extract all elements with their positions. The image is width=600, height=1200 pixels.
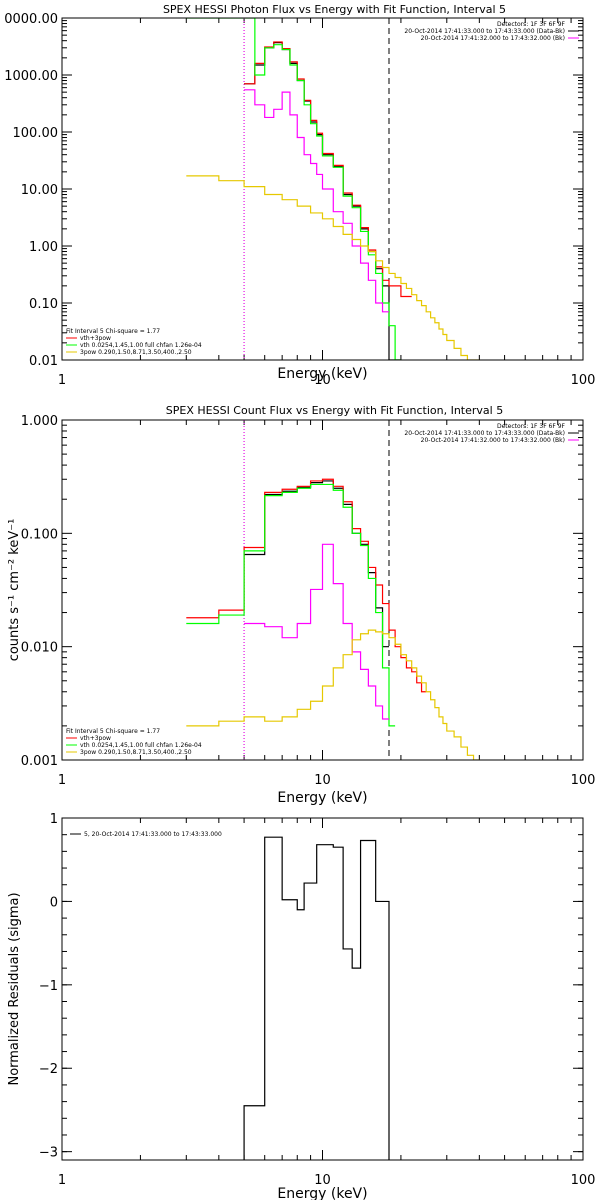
series-group [186, 18, 480, 360]
x-tick-label: 1 [58, 1173, 66, 1188]
x-axis-label: Energy (keV) [277, 1186, 367, 1200]
y-tick-label: 1000.00 [4, 69, 58, 84]
y-tick-label: −2 [39, 1062, 58, 1077]
y-tick-label: 0.010 [21, 641, 58, 656]
y-axis-label: Normalized Residuals (sigma) [7, 892, 22, 1085]
series-line-1 [244, 480, 389, 648]
y-tick-label: 10.00 [21, 183, 58, 198]
series-line-1 [244, 42, 401, 360]
x-tick-label: 10 [314, 373, 331, 388]
x-tick-label: 1 [58, 373, 66, 388]
x-tick-label: 10 [314, 773, 331, 788]
y-tick-label: 0.001 [21, 754, 58, 769]
series-line-4 [244, 89, 389, 313]
y-tick-label: 1.00 [29, 240, 58, 255]
x-axis-label: Energy (keV) [277, 366, 367, 382]
y-tick-label: 100.00 [13, 126, 59, 141]
series-group [243, 836, 390, 1160]
series-line-4 [244, 543, 389, 720]
plot-frame [61, 419, 584, 761]
chart-title: SPEX HESSI Count Flux vs Energy with Fit… [166, 404, 503, 417]
chart-panel-1: SPEX HESSI Photon Flux vs Energy with Fi… [4, 3, 595, 388]
y-axis-label: counts s⁻¹ cm⁻² keV⁻¹ [7, 519, 22, 662]
legend-top-right-entry: Detectors: 1F 3F 6F 9F [497, 423, 566, 430]
series-line-1 [243, 836, 390, 1160]
legend-top-right-entry: 20-Oct-2014 17:41:32.000 to 17:43:32.000… [421, 35, 565, 42]
y-tick-label: −1 [39, 979, 58, 994]
legend-top-right-entry: 20-Oct-2014 17:41:33.000 to 17:43:33.000… [404, 430, 565, 437]
legend-bottom-left-entry: Fit Interval 5 Chi-square = 1.77 [66, 328, 160, 335]
y-tick-label: 1 [50, 812, 58, 827]
legend-top-right-entry: 20-Oct-2014 17:41:32.000 to 17:43:32.000… [421, 437, 565, 444]
plot-frame [61, 17, 584, 361]
chart-title: SPEX HESSI Photon Flux vs Energy with Fi… [163, 3, 506, 16]
legend-top-right-entry: Detectors: 1F 3F 6F 9F [497, 21, 566, 28]
series-line-5 [186, 175, 480, 360]
legend-bottom-left-entry: Fit Interval 5 Chi-square = 1.77 [66, 728, 160, 735]
series-line-3 [186, 18, 401, 360]
y-tick-label: 0 [50, 895, 58, 910]
x-tick-label: 100 [571, 1173, 596, 1188]
series-group [186, 478, 491, 760]
legend-bottom-left-entry: vth 0.0254,1.45,1.00 full chfan 1.26e-04 [80, 342, 202, 349]
y-tick-label: 0.100 [21, 527, 58, 542]
y-tick-label: 1.000 [21, 414, 58, 429]
legend-bottom-left-entry: vth+3pow [80, 335, 111, 342]
y-tick-label: −3 [39, 1146, 58, 1161]
x-axis-label: Energy (keV) [277, 790, 367, 806]
y-tick-label: 0000.00 [4, 12, 58, 27]
legend-top-left-entry: 5, 20-Oct-2014 17:41:33.000 to 17:43:33.… [84, 831, 222, 838]
series-line-3 [186, 483, 396, 727]
series-line-2 [186, 478, 427, 693]
legend-bottom-left-entry: vth 0.0254,1.45,1.00 full chfan 1.26e-04 [80, 742, 202, 749]
legend-bottom-left-entry: 3pow 0.290,1.50,8.71,3.50,400.,2.50 [80, 349, 192, 356]
x-tick-label: 10 [314, 1173, 331, 1188]
legend-bottom-left-entry: vth+3pow [80, 735, 111, 742]
series-line-5 [186, 629, 491, 760]
x-tick-label: 100 [571, 373, 596, 388]
chart-panel-2: SPEX HESSI Count Flux vs Energy with Fit… [7, 404, 595, 806]
legend-bottom-left-entry: 3pow 0.290,1.50,8.71,3.50,400.,2.50 [80, 749, 192, 756]
y-tick-label: 0.10 [29, 297, 58, 312]
legend-top-right-entry: 20-Oct-2014 17:41:33.000 to 17:43:33.000… [404, 28, 565, 35]
x-tick-label: 100 [571, 773, 596, 788]
plot-frame [61, 817, 584, 1161]
x-tick-label: 1 [58, 773, 66, 788]
series-line-2 [244, 41, 412, 298]
y-tick-label: 0.01 [29, 354, 58, 369]
chart-panel-3: Energy (keV) Normalized Residuals (sigma)… [7, 812, 595, 1200]
